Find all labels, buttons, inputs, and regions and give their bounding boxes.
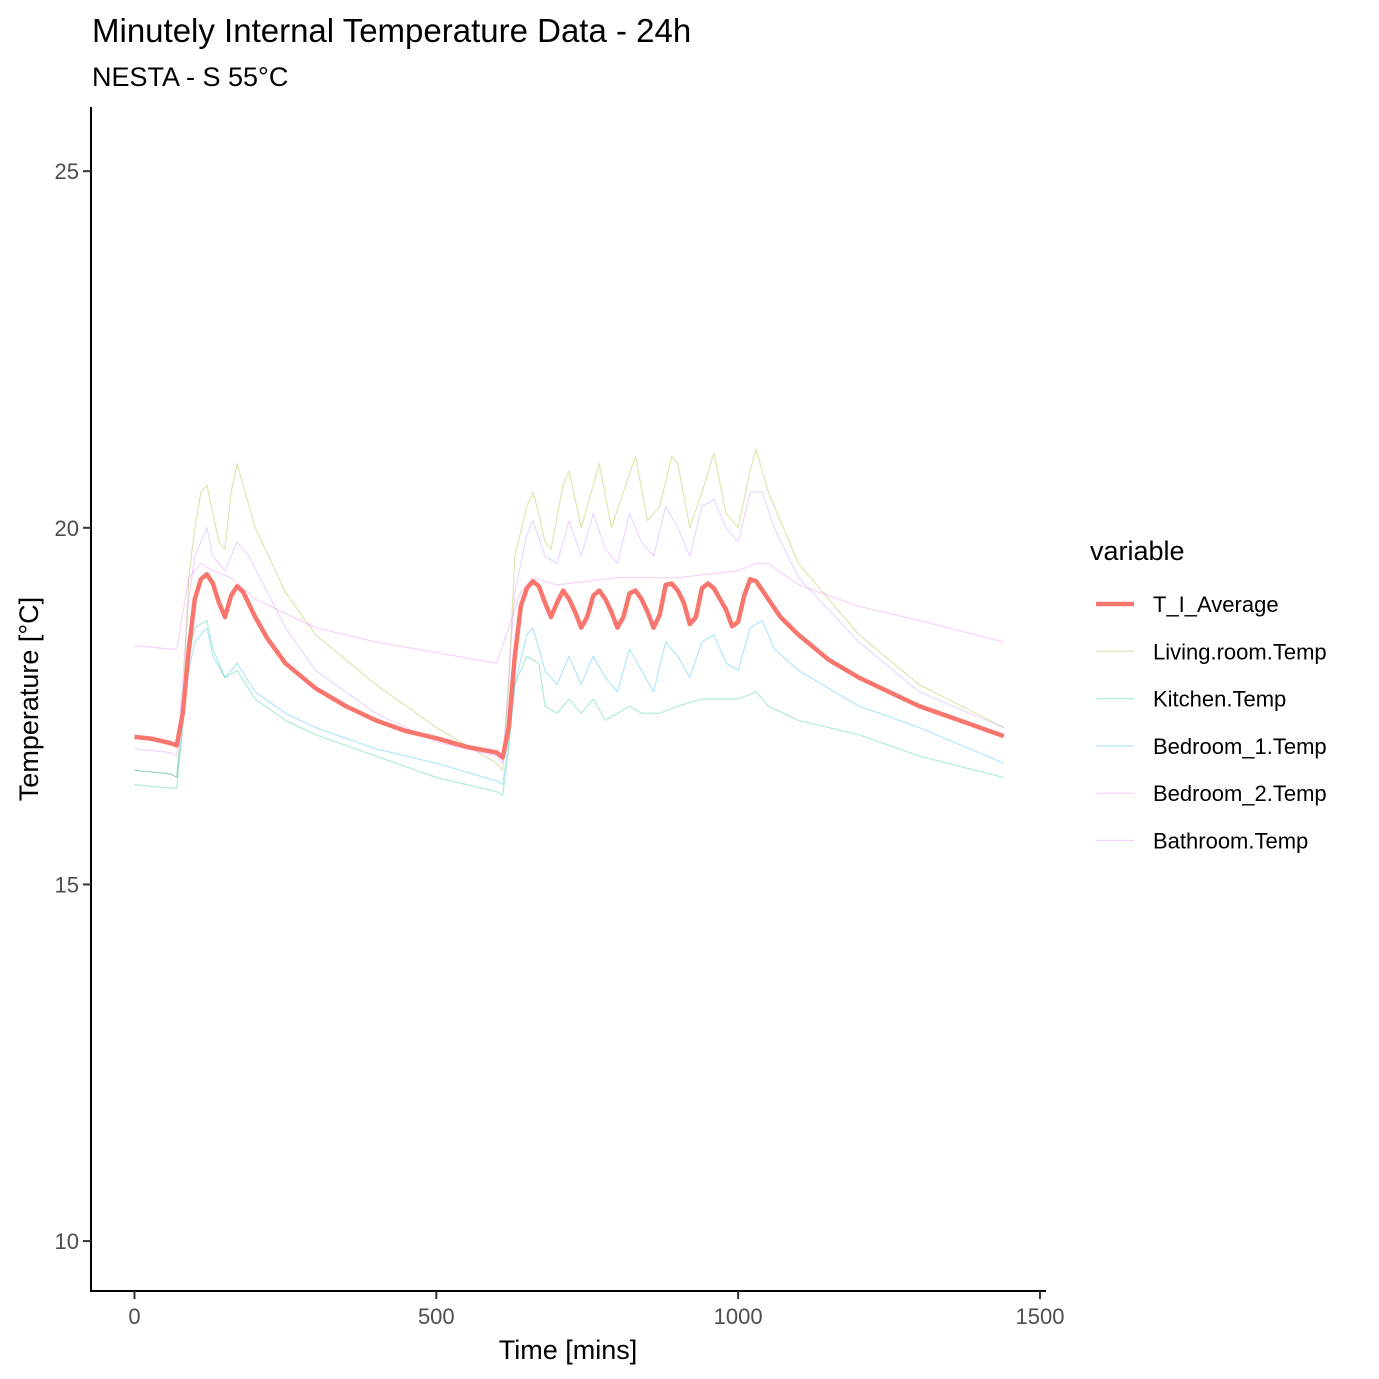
legend-label-0: T_I_Average — [1153, 592, 1279, 617]
y-tick-label-1: 15 — [55, 872, 79, 897]
series-line-5 — [134, 491, 1004, 764]
series-line-3 — [134, 619, 1004, 786]
series-line-2 — [134, 619, 1004, 796]
legend-label-1: Living.room.Temp — [1153, 639, 1327, 664]
y-axis-title: Temperature [°C] — [14, 597, 44, 801]
chart-title: Minutely Internal Temperature Data - 24h — [92, 12, 691, 49]
x-axis-title: Time [mins] — [499, 1335, 638, 1365]
x-axis-ticks: 0 500 1000 1500 — [128, 1291, 1064, 1329]
y-tick-label-0: 10 — [55, 1229, 79, 1254]
x-tick-label-0: 0 — [128, 1304, 140, 1329]
legend-label-2: Kitchen.Temp — [1153, 687, 1286, 712]
series-line-0 — [134, 571, 1005, 760]
series-line-4 — [134, 562, 1004, 664]
y-axis-ticks: 10 15 20 25 — [55, 159, 91, 1254]
legend-label-3: Bedroom_1.Temp — [1153, 734, 1327, 759]
legend-title: variable — [1090, 536, 1185, 566]
legend-label-4: Bedroom_2.Temp — [1153, 781, 1327, 806]
chart-subtitle: NESTA - S 55°C — [92, 62, 288, 92]
x-tick-label-3: 1500 — [1015, 1304, 1064, 1329]
y-tick-label-2: 20 — [55, 516, 79, 541]
series-line-1 — [134, 448, 1004, 779]
x-tick-label-2: 1000 — [714, 1304, 763, 1329]
plot-area — [134, 448, 1005, 796]
legend: T_I_Average Living.room.Temp Kitchen.Temp B… — [1096, 592, 1327, 854]
x-tick-label-1: 500 — [418, 1304, 455, 1329]
legend-label-5: Bathroom.Temp — [1153, 829, 1308, 854]
y-tick-label-3: 25 — [55, 159, 79, 184]
